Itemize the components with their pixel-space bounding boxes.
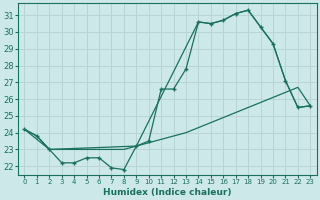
X-axis label: Humidex (Indice chaleur): Humidex (Indice chaleur) xyxy=(103,188,232,197)
